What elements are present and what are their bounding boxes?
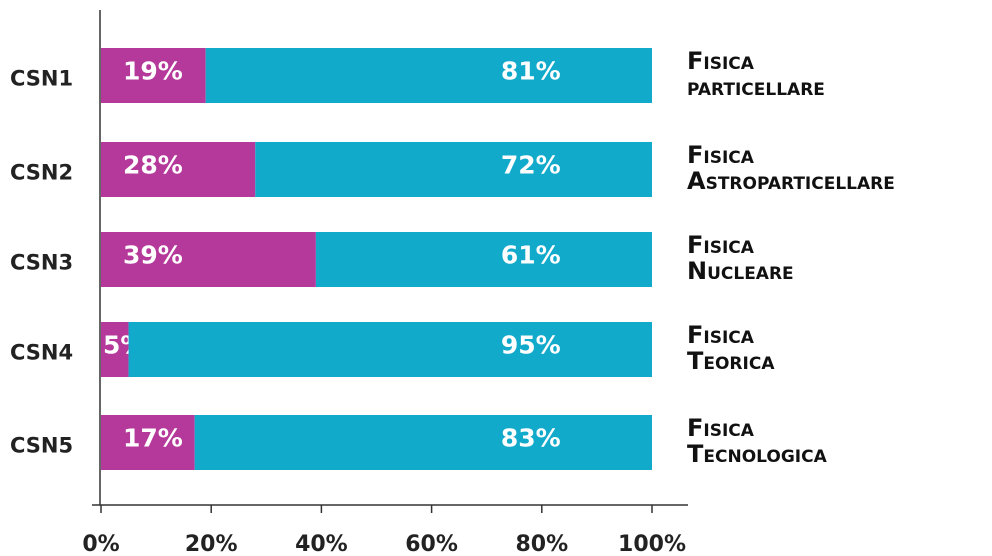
right-label-line: Nucleare <box>687 257 794 285</box>
value-label: 28% <box>123 151 183 180</box>
value-label: 95% <box>501 331 561 360</box>
right-label-line: Fisica <box>687 414 755 442</box>
category-label: CSN2 <box>10 161 73 185</box>
value-label: 61% <box>501 241 561 270</box>
right-label-line: particellare <box>687 73 825 101</box>
bar-segment <box>101 48 206 103</box>
bar-segment <box>128 322 653 377</box>
value-label: 39% <box>123 241 183 270</box>
x-tick-label: 60% <box>405 532 458 556</box>
bar-segment <box>101 322 129 377</box>
x-tick-label: 40% <box>295 532 348 556</box>
value-label: 83% <box>501 424 561 453</box>
category-label: CSN4 <box>10 341 73 365</box>
x-tick-label: 100% <box>618 532 686 556</box>
bar-segment <box>205 48 652 103</box>
x-tick-label: 80% <box>515 532 568 556</box>
right-label: Fisica particellare <box>687 47 825 101</box>
right-label-line: Fisica <box>687 47 755 75</box>
bar-segment <box>101 232 316 287</box>
category-label: CSN5 <box>10 434 73 458</box>
right-label-line: Fisica <box>687 231 755 259</box>
bar-segment <box>101 415 195 470</box>
value-label: 81% <box>501 57 561 86</box>
right-label-line: Fisica <box>687 321 755 349</box>
right-label: Fisica Nucleare <box>687 231 794 285</box>
x-tick-label: 0% <box>82 532 119 556</box>
x-tick-label: 20% <box>185 532 238 556</box>
value-label: 19% <box>123 57 183 86</box>
bar-segment <box>194 415 653 470</box>
bar-segment <box>255 142 652 197</box>
right-label-line: Tecnologica <box>687 440 828 468</box>
category-label: CSN1 <box>10 67 73 91</box>
value-label: 17% <box>123 424 183 453</box>
value-label: 72% <box>501 151 561 180</box>
bar-segment <box>315 232 652 287</box>
category-label: CSN3 <box>10 251 73 275</box>
bar-segment <box>101 142 256 197</box>
right-label-line: Teorica <box>687 347 775 375</box>
right-label: Fisica Teorica <box>687 321 775 375</box>
right-label-line: Fisica <box>687 141 755 169</box>
right-label-line: Astroparticellare <box>687 167 895 195</box>
right-label: Fisica Tecnologica <box>687 414 828 468</box>
right-label: Fisica Astroparticellare <box>687 141 895 195</box>
